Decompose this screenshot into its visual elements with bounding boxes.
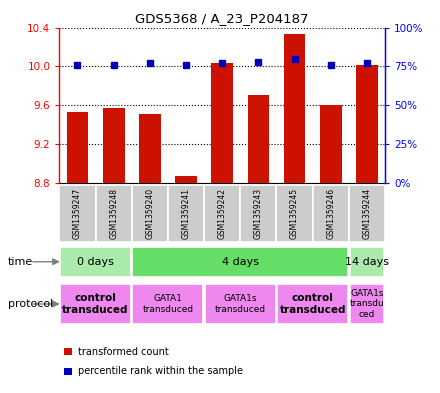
Bar (349, 247, 384, 277)
Bar (277, 284, 348, 324)
Text: transformed count: transformed count (78, 347, 169, 357)
Bar (211, 63, 233, 183)
Text: GSM1359241: GSM1359241 (182, 188, 191, 239)
Text: GATA1s
transdu
ced: GATA1s transdu ced (349, 289, 384, 319)
Bar (240, 185, 276, 242)
Text: 4 days: 4 days (222, 257, 259, 267)
Bar (320, 105, 341, 183)
Text: GATA1s
transduced: GATA1s transduced (215, 294, 266, 314)
Bar (313, 185, 349, 242)
Text: GSM1359245: GSM1359245 (290, 187, 299, 239)
Text: GATA1
transduced: GATA1 transduced (143, 294, 194, 314)
Text: control
transduced: control transduced (62, 293, 129, 315)
Bar (349, 284, 384, 324)
Text: control
transduced: control transduced (279, 293, 346, 315)
Bar (66, 112, 88, 183)
Text: GSM1359240: GSM1359240 (145, 187, 154, 239)
Bar (284, 34, 305, 183)
Bar (59, 185, 95, 242)
Text: GSM1359244: GSM1359244 (363, 187, 371, 239)
Title: GDS5368 / A_23_P204187: GDS5368 / A_23_P204187 (136, 12, 309, 25)
Bar (276, 185, 313, 242)
Text: time: time (8, 257, 33, 267)
Bar (175, 176, 197, 183)
Bar (60, 284, 131, 324)
Bar (248, 95, 269, 183)
Text: 0 days: 0 days (77, 257, 114, 267)
Bar (103, 108, 125, 183)
Bar (205, 284, 276, 324)
Text: GSM1359243: GSM1359243 (254, 187, 263, 239)
Bar (356, 65, 378, 183)
Bar (139, 114, 161, 183)
Text: GSM1359242: GSM1359242 (218, 188, 227, 239)
Bar (349, 185, 385, 242)
Bar (132, 247, 348, 277)
Bar (168, 185, 204, 242)
Text: GSM1359248: GSM1359248 (109, 188, 118, 239)
Text: percentile rank within the sample: percentile rank within the sample (78, 366, 243, 376)
Bar (95, 185, 132, 242)
Bar (64, 368, 72, 375)
Bar (132, 284, 203, 324)
Bar (132, 185, 168, 242)
Text: GSM1359247: GSM1359247 (73, 187, 82, 239)
Text: 14 days: 14 days (345, 257, 389, 267)
Bar (64, 348, 72, 355)
Text: protocol: protocol (8, 299, 53, 309)
Text: GSM1359246: GSM1359246 (326, 187, 335, 239)
Bar (204, 185, 240, 242)
Bar (60, 247, 131, 277)
